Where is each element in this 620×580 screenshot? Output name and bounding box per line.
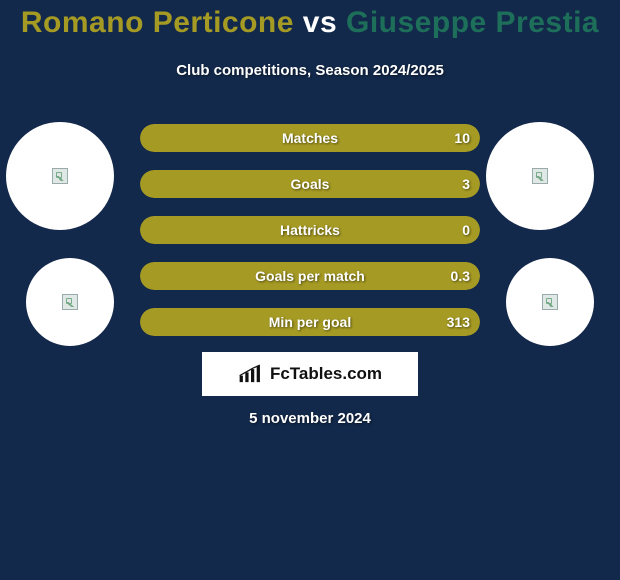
avatar-player1 (6, 122, 114, 230)
stat-bars: Matches10 Goals3 Hattricks0 Goals per match… (140, 124, 480, 354)
avatar-club2 (506, 258, 594, 346)
stat-value-right: 3 (462, 170, 470, 198)
avatar-club1 (26, 258, 114, 346)
logo-text: FcTables.com (270, 364, 382, 384)
stat-label: Hattricks (140, 216, 480, 244)
page-title: Romano Perticone vs Giuseppe Prestia (0, 6, 620, 40)
stat-row: Goals per match0.3 (140, 262, 480, 290)
stat-value-right: 0.3 (451, 262, 470, 290)
stat-row: Goals3 (140, 170, 480, 198)
source-logo: FcTables.com (202, 352, 418, 396)
bar-chart-icon (238, 363, 264, 385)
stat-label: Goals (140, 170, 480, 198)
title-player2: Giuseppe Prestia (346, 6, 599, 39)
stat-label: Matches (140, 124, 480, 152)
comparison-infographic: Romano Perticone vs Giuseppe Prestia Clu… (0, 0, 620, 580)
stat-label: Goals per match (140, 262, 480, 290)
broken-image-icon (62, 294, 78, 310)
broken-image-icon (52, 168, 68, 184)
title-player1: Romano Perticone (21, 6, 294, 39)
stat-value-right: 313 (447, 308, 470, 336)
stat-row: Matches10 (140, 124, 480, 152)
avatar-player2 (486, 122, 594, 230)
stat-row: Min per goal313 (140, 308, 480, 336)
subtitle: Club competitions, Season 2024/2025 (0, 62, 620, 79)
title-vs: vs (294, 6, 346, 39)
date-label: 5 november 2024 (0, 410, 620, 427)
stat-label: Min per goal (140, 308, 480, 336)
stat-value-right: 10 (454, 124, 470, 152)
broken-image-icon (542, 294, 558, 310)
stat-row: Hattricks0 (140, 216, 480, 244)
broken-image-icon (532, 168, 548, 184)
stat-value-right: 0 (462, 216, 470, 244)
